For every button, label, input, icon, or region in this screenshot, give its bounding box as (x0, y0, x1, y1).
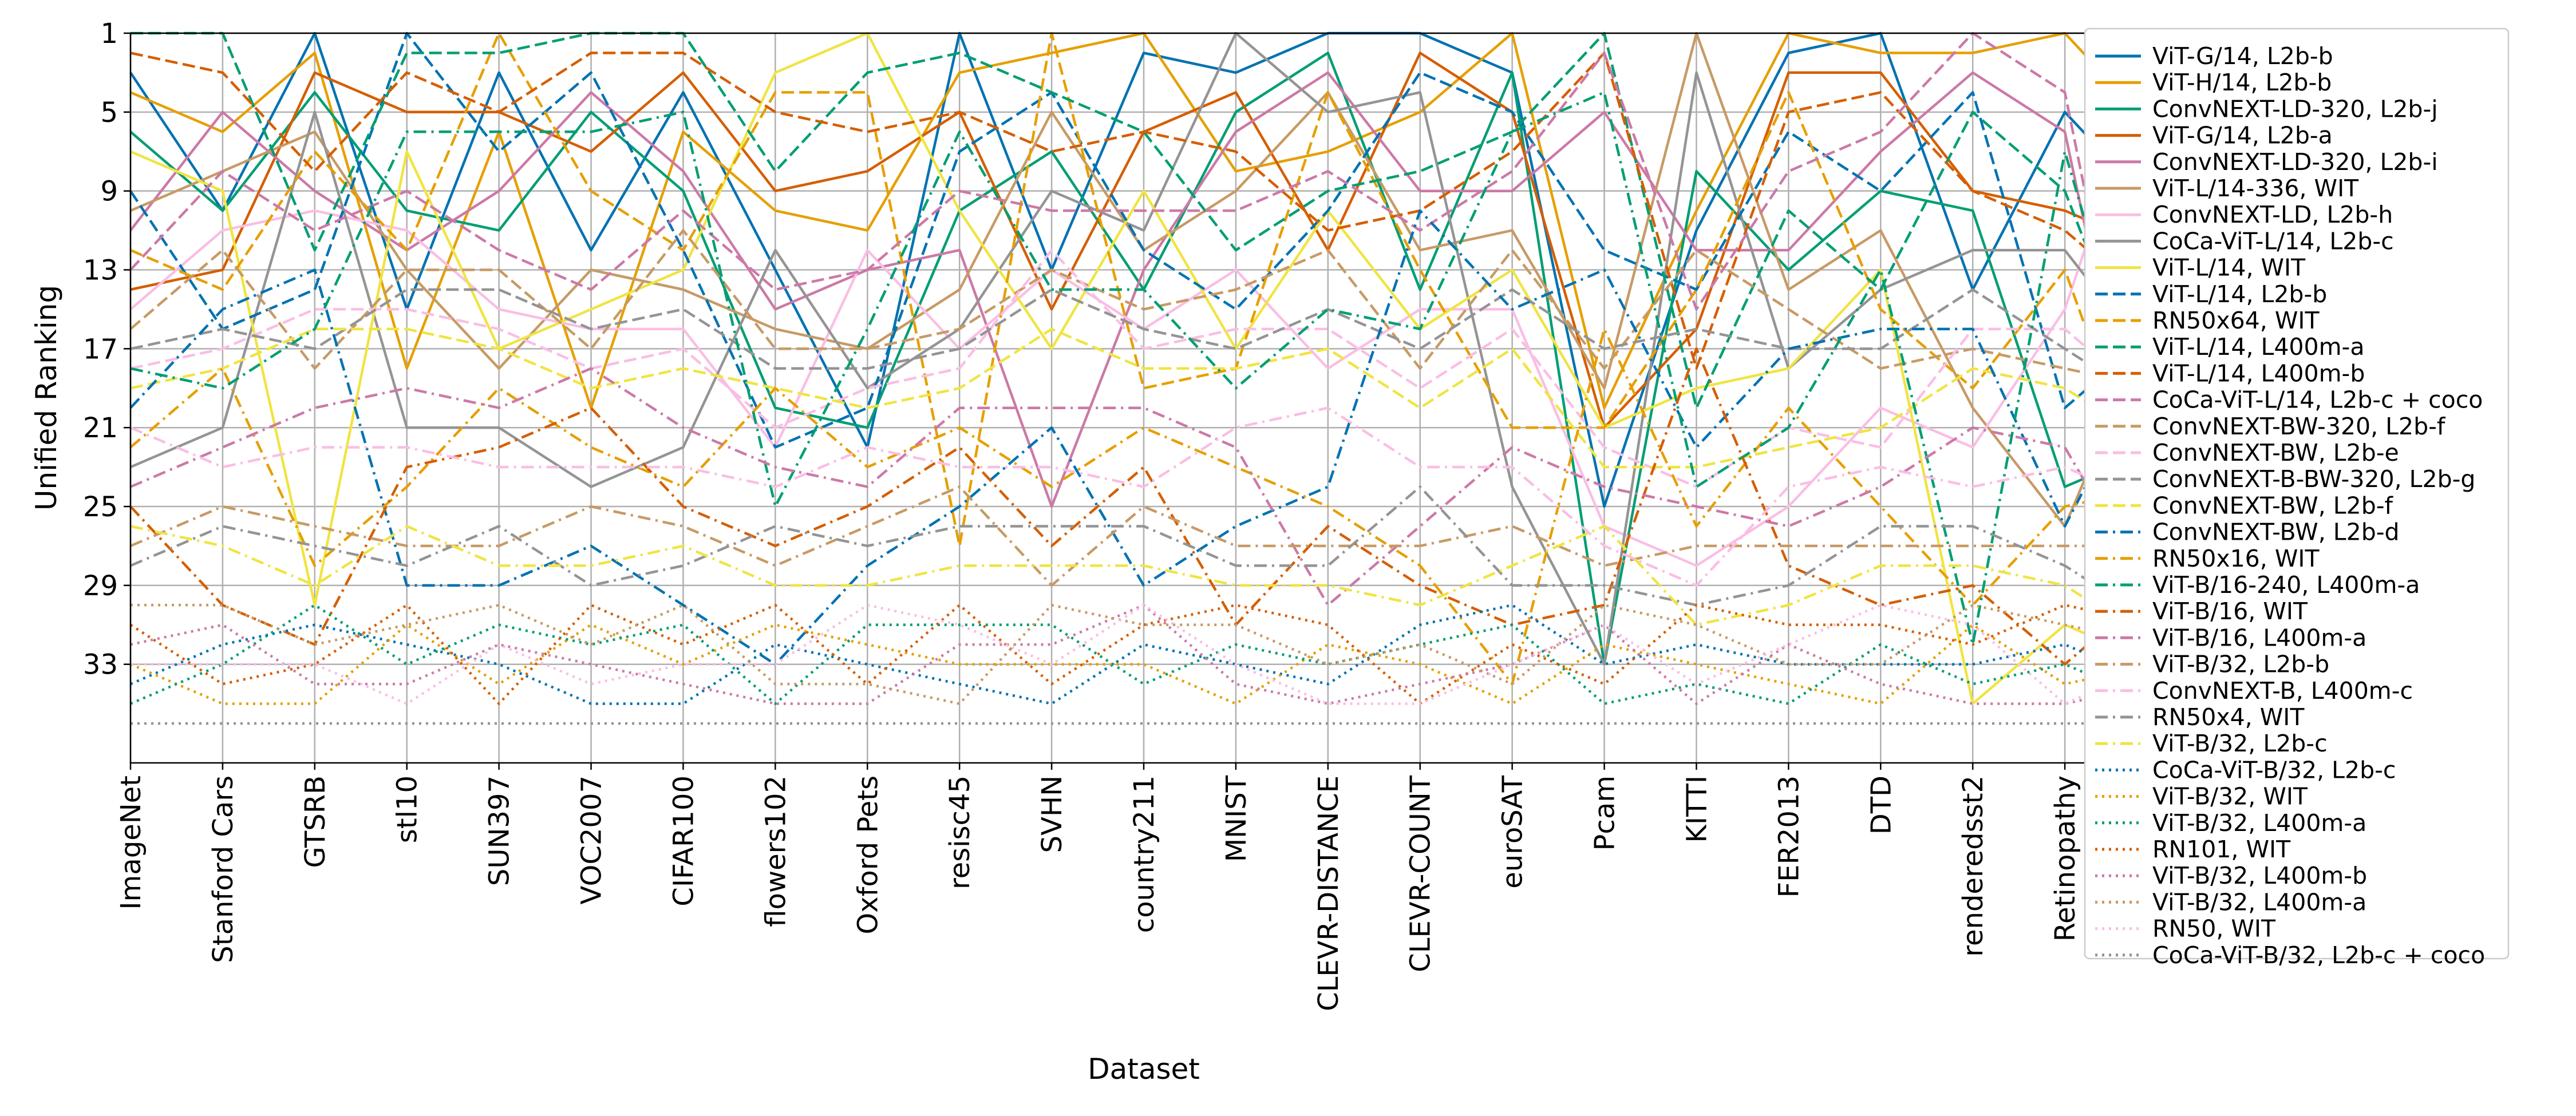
y-tick-label: 29 (83, 570, 118, 602)
legend-label: ViT-B/32, L400m-a (2152, 888, 2366, 916)
x-axis-title: Dataset (1088, 1052, 1200, 1086)
x-tick-label: GTSRB (299, 775, 331, 868)
x-tick-label: stl10 (392, 775, 424, 843)
y-axis-title: Unified Ranking (30, 285, 63, 510)
series-line (130, 525, 2158, 646)
legend-label: CoCa-ViT-L/14, L2b-c (2152, 227, 2394, 255)
series-line (130, 604, 2158, 705)
legend-label: ConvNEXT-LD-320, L2b-i (2152, 148, 2438, 176)
legend-label: RN50x4, WIT (2152, 703, 2305, 731)
legend-label: RN50x16, WIT (2152, 545, 2320, 572)
legend-label: ConvNEXT-LD-320, L2b-j (2152, 95, 2438, 122)
x-tick-label: CIFAR100 (667, 775, 700, 907)
x-tick-label: Stanford Cars (207, 775, 239, 963)
x-tick-label: flowers102 (760, 775, 792, 927)
legend-label: ViT-L/14, L400m-a (2152, 333, 2364, 361)
legend-label: ConvNEXT-B-BW-320, L2b-g (2152, 465, 2475, 493)
series-line (130, 288, 2158, 409)
legend-label: CoCa-ViT-B/32, L2b-c (2152, 756, 2396, 783)
x-tick-label: SVHN (1036, 775, 1068, 853)
y-tick-label: 9 (100, 176, 118, 208)
y-tick-label: 1 (100, 18, 118, 50)
legend-label: ConvNEXT-BW-320, L2b-f (2152, 413, 2446, 440)
series-line (129, 71, 2159, 566)
series-line (130, 485, 2158, 626)
x-tick-label: KITTI (1681, 775, 1713, 843)
x-tick-label: euroSAT (1497, 775, 1529, 888)
legend-label: ViT-B/32, L2b-c (2152, 730, 2328, 757)
series-line (130, 52, 2158, 370)
legend-label: RN50x64, WIT (2152, 307, 2320, 334)
series-line (129, 31, 2158, 449)
x-axis-ticks: ImageNet Stanford Cars GTSRB stl10 SUN397 VOC… (115, 763, 2174, 1011)
series-line (129, 209, 2158, 666)
legend-label: ConvNEXT-BW, L2b-d (2152, 519, 2400, 546)
y-tick-label: 21 (83, 412, 118, 444)
legend-label: CoCa-ViT-B/32, L2b-c + coco (2152, 941, 2485, 969)
legend-label: ConvNEXT-BW, L2b-e (2152, 439, 2399, 466)
legend-label: ViT-B/16, WIT (2152, 597, 2308, 625)
series-line (130, 31, 2159, 548)
legend-label: ViT-B/32, L400m-a (2152, 809, 2366, 837)
series-line (129, 327, 2158, 686)
legend-label: ViT-B/32, L400m-b (2152, 862, 2367, 889)
y-tick-label: 17 (83, 333, 118, 365)
legend-label: RN101, WIT (2152, 836, 2291, 863)
x-tick-label: Retinopathy (2049, 775, 2081, 941)
x-tick-label: country211 (1128, 775, 1160, 933)
legend-label: ViT-B/32, L2b-b (2152, 651, 2329, 678)
legend-label: ViT-L/14, L2b-b (2152, 280, 2327, 308)
legend-label: ViT-H/14, L2b-b (2152, 69, 2332, 96)
x-tick-label: FER2013 (1773, 775, 1805, 897)
legend-label: ConvNEXT-B, L400m-c (2152, 677, 2413, 705)
series-line (130, 604, 2158, 705)
x-tick-label: renderedsst2 (1957, 775, 1989, 957)
series-line (131, 604, 2158, 705)
series-line (130, 31, 2158, 705)
x-tick-label: Oxford Pets (852, 775, 884, 935)
legend-label: ViT-B/32, WIT (2152, 783, 2308, 810)
series-line (129, 31, 2159, 547)
x-tick-label: CLEVR-DISTANCE (1313, 775, 1345, 1011)
legend-label: ViT-B/16, L400m-a (2152, 624, 2366, 651)
x-tick-label: resisc45 (944, 775, 976, 889)
series-line (130, 91, 2159, 646)
x-tick-label: ImageNet (115, 775, 147, 910)
x-tick-label: SUN397 (484, 775, 516, 886)
legend-label: ConvNEXT-LD, L2b-h (2152, 201, 2393, 228)
y-tick-label: 5 (100, 97, 118, 129)
y-tick-label: 25 (83, 491, 118, 523)
x-tick-label: VOC2007 (576, 775, 608, 904)
series-line (129, 347, 2158, 666)
legend-label: RN50, WIT (2152, 915, 2276, 943)
x-tick-label: Pcam (1589, 775, 1621, 851)
legend-label: ViT-G/14, L2b-a (2152, 122, 2333, 149)
y-tick-label: 33 (83, 649, 118, 681)
series-line (129, 229, 2158, 390)
series-line (130, 248, 2158, 488)
series-lines (129, 31, 2159, 725)
legend-label: ViT-L/14-336, WIT (2152, 175, 2359, 202)
series-line (130, 406, 2158, 587)
x-tick-label: CLEVR-COUNT (1405, 775, 1437, 972)
series-line (131, 31, 2159, 429)
y-tick-label: 13 (83, 255, 118, 287)
x-tick-label: DTD (1865, 775, 1897, 834)
x-tick-label: MNIST (1220, 775, 1253, 862)
legend-label: ViT-G/14, L2b-b (2152, 42, 2333, 70)
series-line (130, 367, 2158, 607)
legend-label: ConvNEXT-BW, L2b-f (2152, 492, 2394, 519)
legend-label: ViT-L/14, L400m-b (2152, 359, 2365, 387)
y-axis-ticks: 1 5 9 13 17 21 25 29 33 (83, 18, 131, 681)
legend-label: CoCa-ViT-L/14, L2b-c + coco (2152, 386, 2483, 414)
legend-label: ViT-L/14, WIT (2152, 254, 2306, 282)
legend-frame (2084, 27, 2510, 960)
legend-label: ViT-B/16-240, L400m-a (2152, 571, 2420, 599)
series-line (129, 31, 2158, 508)
